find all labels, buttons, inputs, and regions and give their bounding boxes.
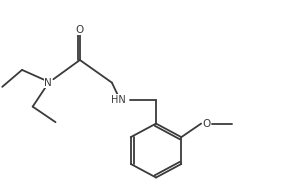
Text: O: O: [76, 24, 84, 35]
Text: HN: HN: [111, 95, 126, 105]
Text: O: O: [203, 119, 211, 129]
Text: N: N: [44, 78, 52, 88]
